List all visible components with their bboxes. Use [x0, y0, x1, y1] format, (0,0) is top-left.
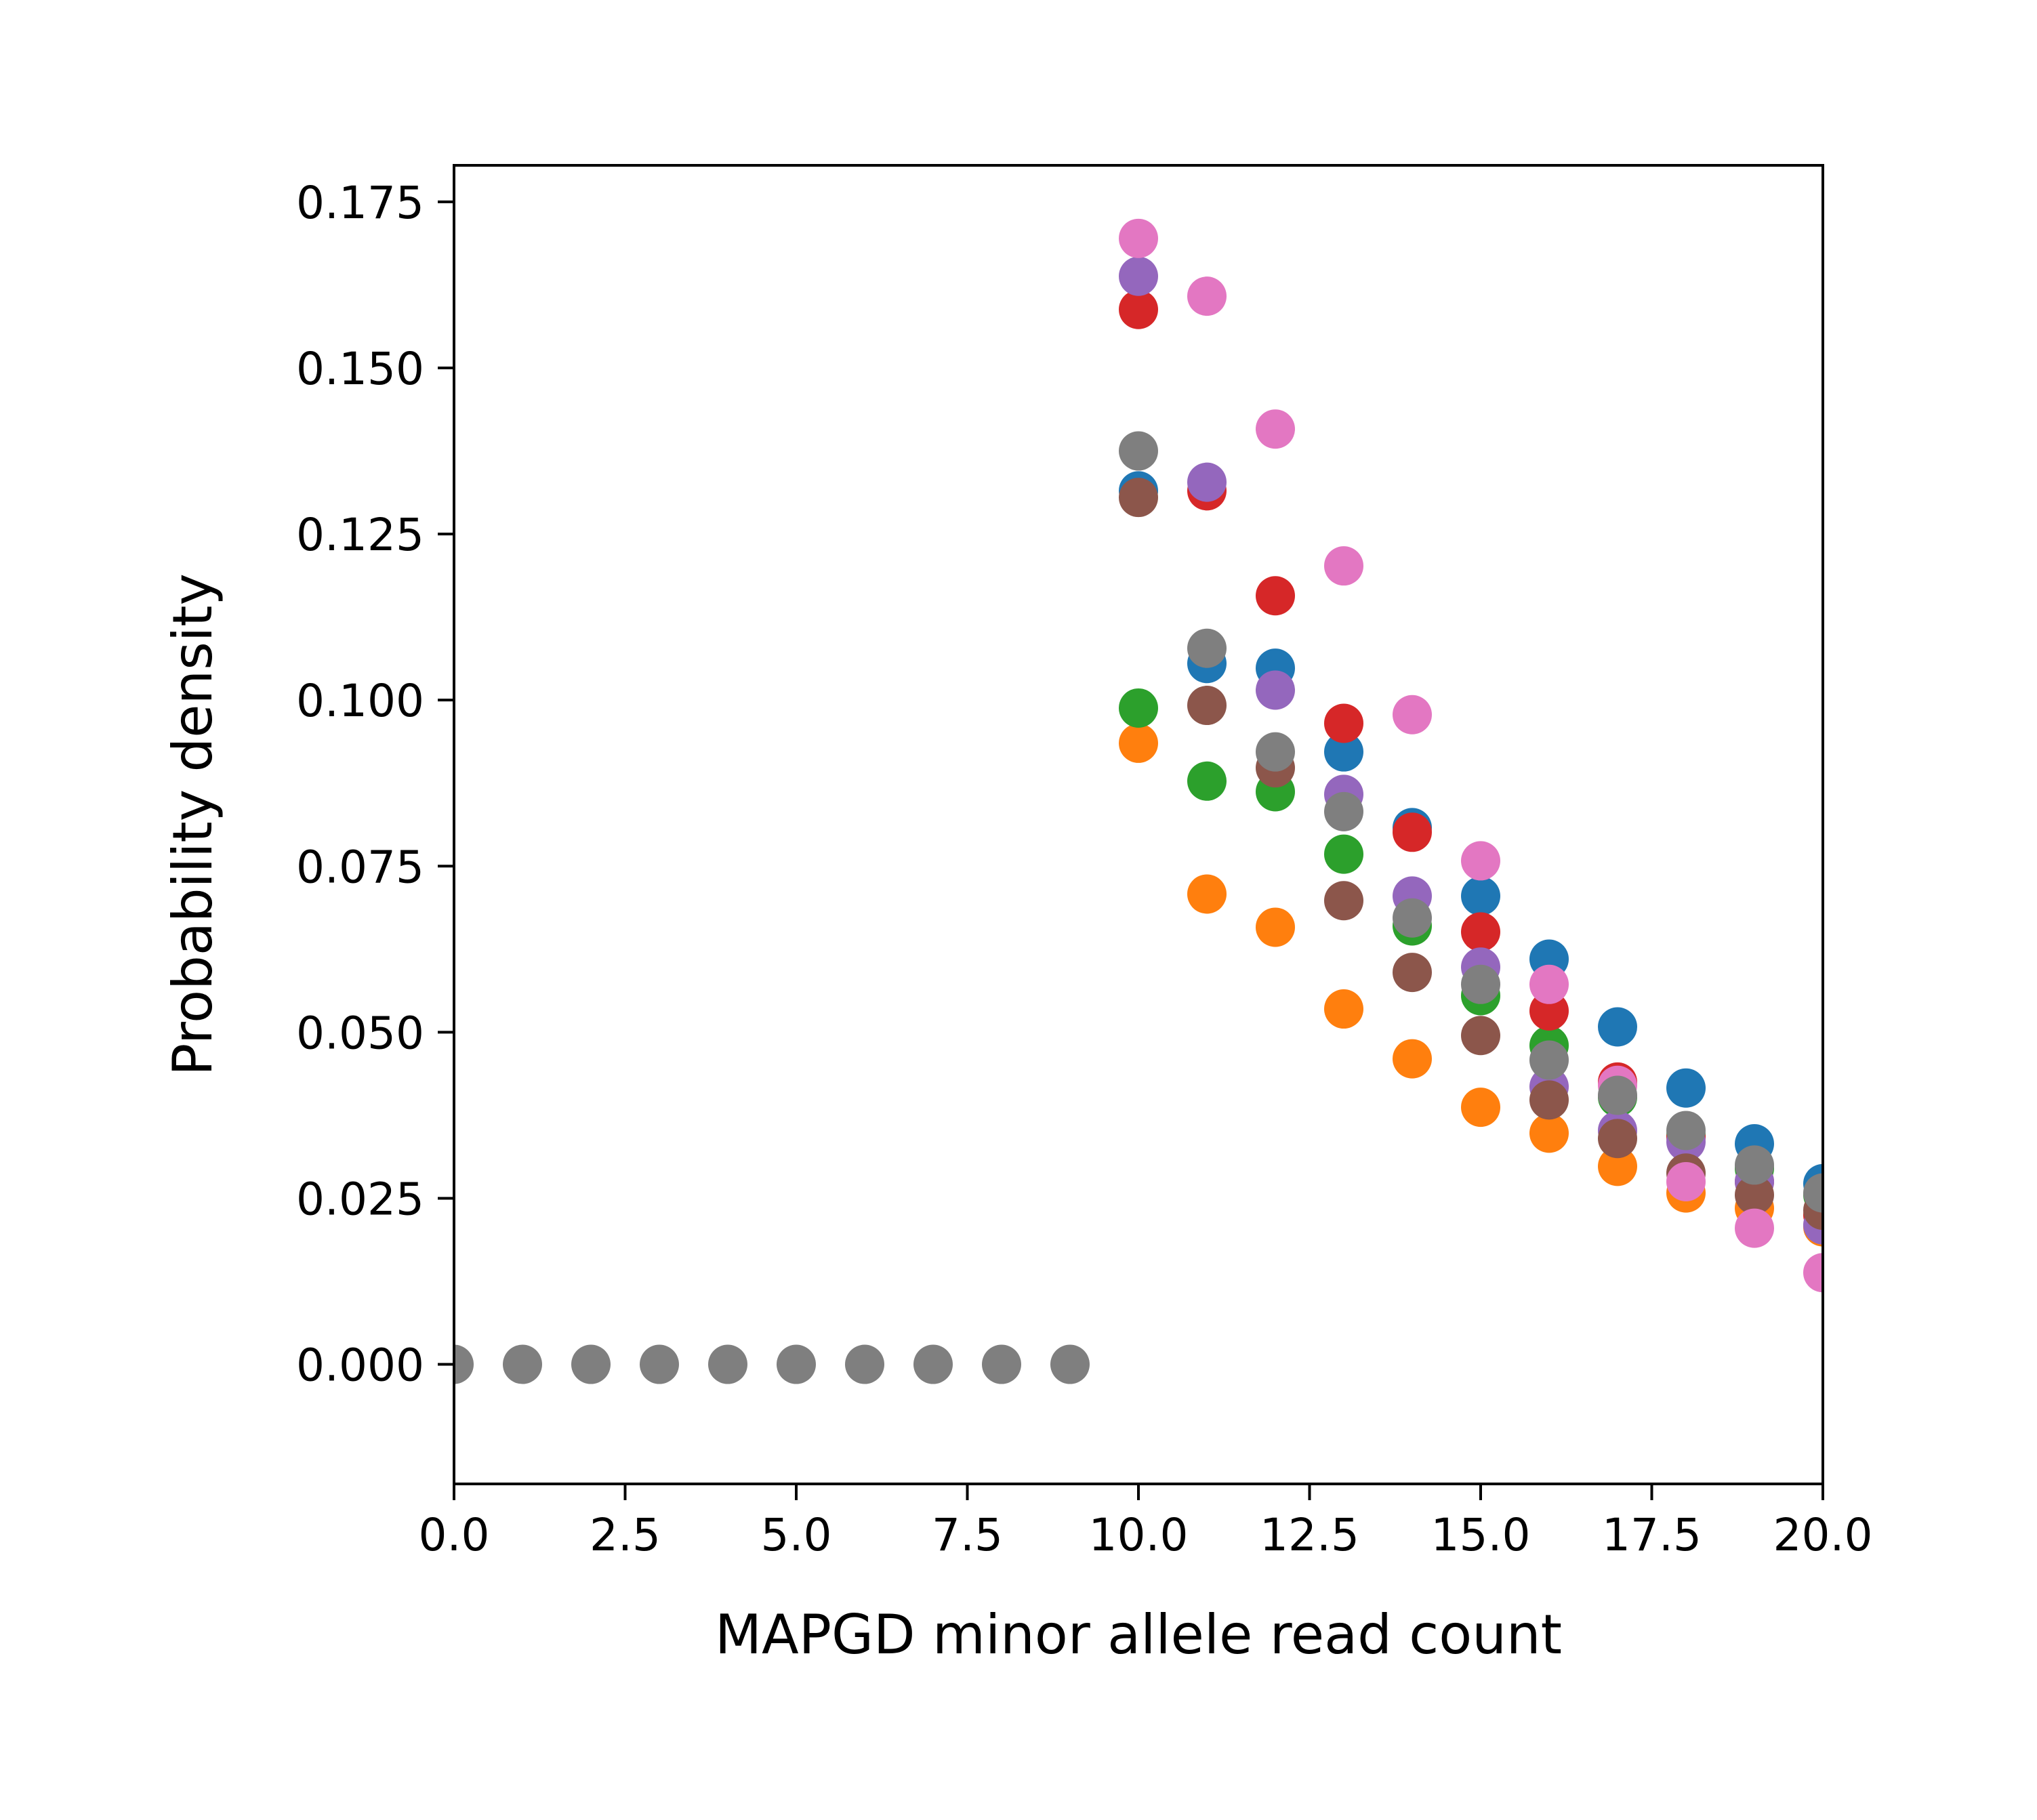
data-point [1187, 276, 1227, 316]
data-point [1598, 1146, 1637, 1186]
data-point [1461, 912, 1500, 952]
data-point [640, 1344, 679, 1384]
data-point [1803, 1173, 1823, 1213]
data-point [845, 1344, 884, 1384]
data-point [1803, 1253, 1823, 1293]
x-tick-label: 0.0 [419, 1509, 490, 1561]
y-tick-label: 0.100 [296, 675, 424, 727]
data-point [708, 1344, 747, 1384]
plot-frame [453, 164, 1824, 1485]
y-tick-label: 0.000 [296, 1340, 424, 1392]
data-point [1461, 1088, 1500, 1128]
x-tick-label: 7.5 [932, 1509, 1003, 1561]
x-tick-label: 20.0 [1773, 1509, 1873, 1561]
data-point [1050, 1344, 1090, 1384]
x-axis: 0.0 2.5 5.0 7.5 10.0 12.5 15.0 17.5 20.0 [419, 1484, 1873, 1561]
data-point [1598, 1119, 1637, 1159]
data-point [1393, 695, 1432, 735]
y-axis-label: Probability density [161, 573, 224, 1076]
data-point [1393, 812, 1432, 852]
data-point [454, 1344, 474, 1384]
data-point [1461, 876, 1500, 916]
data-point [1119, 431, 1158, 471]
series-6 [1119, 478, 1823, 1230]
y-tick-label: 0.175 [296, 177, 424, 229]
y-tick-label: 0.025 [296, 1173, 424, 1225]
data-point [982, 1344, 1021, 1384]
data-point [1735, 1175, 1774, 1215]
data-point [1735, 1208, 1774, 1248]
series-8 [454, 431, 1823, 1384]
data-point [1324, 834, 1363, 874]
data-point [1119, 478, 1158, 518]
data-point [1256, 576, 1295, 616]
data-point [1256, 907, 1295, 947]
data-point [1393, 953, 1432, 993]
data-point [1461, 1016, 1500, 1056]
data-point [1187, 874, 1227, 914]
data-point [913, 1344, 953, 1384]
x-tick-label: 17.5 [1602, 1509, 1702, 1561]
data-point [1256, 670, 1295, 710]
data-point [1461, 841, 1500, 881]
data-point [1119, 256, 1158, 296]
data-point [1393, 898, 1432, 938]
data-point [1666, 1161, 1706, 1201]
data-point [1529, 1113, 1569, 1153]
data-point [1256, 409, 1295, 449]
y-tick-label: 0.125 [296, 509, 424, 561]
data-point [1324, 732, 1363, 772]
x-tick-label: 15.0 [1431, 1509, 1531, 1561]
data-point [1256, 732, 1295, 772]
data-point [1324, 703, 1363, 743]
data-point [503, 1344, 542, 1384]
data-point [1187, 686, 1227, 726]
x-tick-label: 2.5 [590, 1509, 661, 1561]
data-point [1187, 761, 1227, 801]
data-point [777, 1344, 816, 1384]
data-point [1666, 1111, 1706, 1151]
data-point [1393, 1039, 1432, 1079]
data-point [1324, 791, 1363, 831]
data-point [1735, 1145, 1774, 1185]
data-point [1666, 1068, 1706, 1108]
data-point [1324, 989, 1363, 1029]
y-tick-label: 0.150 [296, 343, 424, 395]
data-point [1119, 289, 1158, 329]
x-tick-label: 10.0 [1089, 1509, 1189, 1561]
data-point [1119, 218, 1158, 258]
series-7 [1119, 218, 1823, 1293]
data-point [1187, 462, 1227, 502]
data-point [1598, 1075, 1637, 1115]
y-tick-label: 0.050 [296, 1007, 424, 1059]
data-point [1187, 628, 1227, 668]
data-point [1529, 1080, 1569, 1120]
y-tick-label: 0.075 [296, 841, 424, 893]
data-point [1529, 1040, 1569, 1080]
data-markers [454, 218, 1823, 1384]
data-point [1598, 1007, 1637, 1047]
data-point [1119, 723, 1158, 763]
data-point [1529, 964, 1569, 1004]
data-point [571, 1344, 611, 1384]
data-point [1324, 546, 1363, 586]
data-point [1324, 881, 1363, 921]
x-axis-label: MAPGD minor allele read count [715, 1603, 1562, 1666]
x-tick-label: 12.5 [1260, 1509, 1359, 1561]
y-axis: 0.000 0.025 0.050 0.075 0.100 0.125 0.150 0.175 [296, 177, 454, 1392]
x-tick-label: 5.0 [761, 1509, 832, 1561]
data-point [1461, 964, 1500, 1004]
data-point [1119, 688, 1158, 728]
